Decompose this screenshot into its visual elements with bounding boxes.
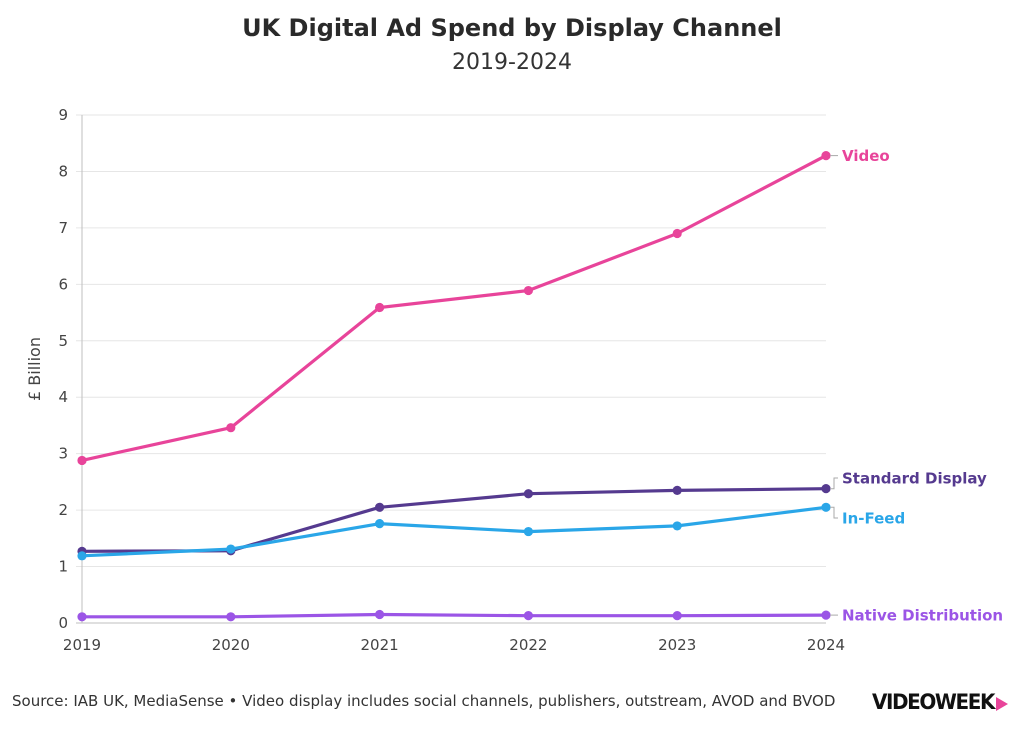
series-label-video: Video	[842, 147, 890, 165]
y-tick-label: 3	[58, 445, 68, 463]
x-tick-label: 2022	[509, 636, 547, 654]
series-labels: Video Standard Display In-Feed Native Distr…	[830, 147, 1003, 625]
label-connector-in-feed	[830, 506, 838, 519]
data-point-in-feed	[77, 551, 87, 561]
videoweek-logo: VIDEOWEEK	[872, 690, 1008, 714]
y-tick-label: 1	[58, 558, 68, 576]
chart-title: UK Digital Ad Spend by Display Channel	[242, 14, 782, 42]
data-point-standard-display	[672, 485, 682, 495]
data-point-native-distribution	[77, 612, 87, 622]
y-tick-label: 9	[58, 106, 68, 124]
data-point-in-feed	[821, 502, 831, 512]
y-tick-label: 6	[58, 275, 68, 293]
play-arrow-icon	[996, 697, 1008, 711]
data-point-native-distribution	[523, 611, 534, 621]
data-point-in-feed	[375, 519, 385, 529]
series-label-standard-display: Standard Display	[842, 469, 987, 487]
data-point-standard-display	[375, 502, 385, 512]
y-tick-label: 7	[58, 219, 68, 237]
series-line-native-distribution	[80, 612, 828, 619]
y-tick-label: 0	[58, 614, 68, 632]
data-point-native-distribution	[821, 610, 831, 620]
y-tick-labels: 0 1 2 3 4 5 6 7 8 9	[58, 106, 68, 632]
data-point-native-distribution	[375, 609, 385, 620]
chart-subtitle: 2019-2024	[452, 50, 572, 75]
series-label-native-distribution: Native Distribution	[842, 607, 1003, 625]
data-point-video	[821, 151, 831, 161]
svg-text:VIDEOWEEK: VIDEOWEEK	[872, 690, 996, 714]
data-point-video	[375, 302, 385, 313]
y-tick-label: 8	[58, 162, 68, 180]
x-tick-label: 2024	[807, 636, 845, 654]
x-tick-label: 2023	[658, 636, 696, 654]
data-point-video	[523, 285, 534, 296]
data-point-video	[77, 455, 87, 466]
y-axis-label: £ Billion	[25, 337, 44, 401]
x-tick-label: 2020	[212, 636, 250, 654]
data-point-in-feed	[523, 526, 534, 537]
series-line-in-feed	[80, 505, 828, 558]
label-connector-standard-display	[830, 477, 838, 490]
data-point-standard-display	[821, 484, 831, 494]
series-line-video	[80, 154, 828, 462]
y-tick-label: 5	[58, 332, 68, 350]
data-point-in-feed	[226, 544, 236, 554]
data-point-native-distribution	[672, 611, 682, 621]
data-point-standard-display	[523, 489, 534, 499]
series-lines	[77, 151, 831, 622]
data-point-native-distribution	[226, 612, 236, 622]
x-tick-labels: 2019 2020 2021 2022 2023 2024	[63, 636, 845, 654]
x-tick-label: 2021	[361, 636, 399, 654]
gridlines	[76, 114, 826, 624]
y-tick-label: 4	[58, 388, 68, 406]
data-point-video	[226, 423, 236, 433]
data-point-video	[672, 228, 682, 239]
data-point-in-feed	[672, 521, 682, 531]
x-tick-label: 2019	[63, 636, 101, 654]
series-label-in-feed: In-Feed	[842, 509, 905, 527]
y-tick-label: 2	[58, 501, 68, 519]
source-note: Source: IAB UK, MediaSense • Video displ…	[12, 692, 836, 710]
